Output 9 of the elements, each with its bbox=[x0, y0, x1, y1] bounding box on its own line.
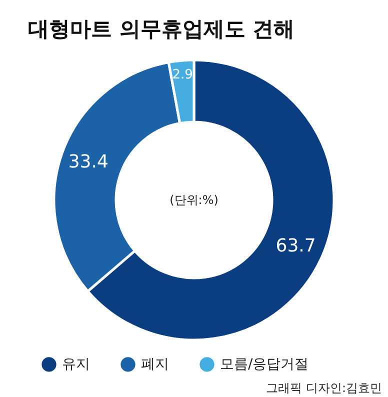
legend-label: 모름/응답거절 bbox=[220, 356, 309, 372]
legend-label: 폐지 bbox=[141, 356, 169, 372]
legend-label: 유지 bbox=[62, 356, 90, 372]
data-label: 2.9 bbox=[172, 68, 193, 83]
data-label: 63.7 bbox=[276, 236, 316, 257]
text: 그래픽 디자인:김효민 bbox=[266, 381, 382, 395]
text: (단위:%) bbox=[170, 193, 218, 207]
chart-title: 대형마트 의무휴업제도 견해 bbox=[28, 17, 295, 41]
data-label: 33.4 bbox=[68, 152, 108, 173]
